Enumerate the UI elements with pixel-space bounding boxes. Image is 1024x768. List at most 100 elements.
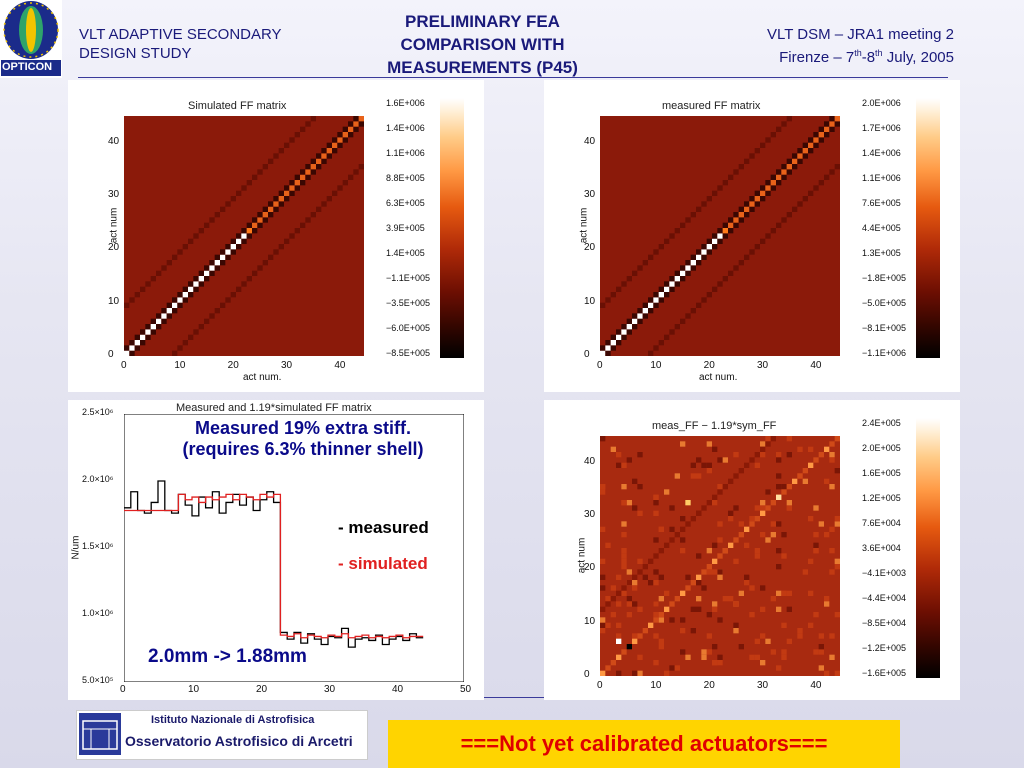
colorbar-tick-label: −3.5E+005 — [386, 298, 431, 308]
heatmap-cell — [834, 121, 840, 127]
heatmap-cell — [829, 484, 835, 490]
arcetri-emblem-icon — [79, 713, 121, 755]
heatmap-cell — [182, 340, 188, 346]
heatmap-cell — [760, 660, 766, 666]
heatmap-cell — [728, 510, 734, 516]
heatmap-cell — [161, 308, 167, 314]
overlay-line1: Measured 19% extra stiff. — [194, 418, 412, 438]
heatmap-cell — [701, 505, 707, 511]
heatmap-cell — [797, 633, 803, 639]
heatmap-cell — [626, 329, 632, 335]
heatmap-cell — [664, 334, 670, 340]
heatmap-cell — [712, 494, 718, 500]
colorbar-tick-label: 7.6E+005 — [862, 198, 901, 208]
heatmap-cell — [781, 590, 787, 596]
heatmap-cell — [637, 265, 643, 271]
page-title-line3: MEASUREMENTS (P45) — [387, 58, 578, 77]
colorbar-tick-label: −1.1E+005 — [386, 273, 431, 283]
heatmap-cell — [669, 286, 675, 292]
heatmap-cell — [728, 222, 734, 228]
heatmap-cell — [124, 345, 130, 351]
institute-line2: Osservatorio Astrofisico di Arcetri — [125, 733, 353, 749]
heatmap-cell — [690, 265, 696, 271]
heatmap-cell — [808, 558, 814, 564]
heatmap-cell — [813, 457, 819, 463]
heatmap-cell — [658, 244, 664, 250]
heatmap-cell — [252, 270, 258, 276]
heatmap-cell — [616, 654, 622, 660]
heatmap-cell — [177, 302, 183, 308]
heatmap-cell — [760, 452, 766, 458]
heatmap-cell — [786, 169, 792, 175]
heatmap-cell — [653, 345, 659, 351]
heatmap-cell — [600, 606, 606, 612]
heatmap-cell — [776, 590, 782, 596]
heatmap-cell — [653, 660, 659, 666]
heatmap-cell — [193, 286, 199, 292]
heatmap-cell — [664, 606, 670, 612]
heatmap-cell — [728, 270, 734, 276]
heatmap-cell — [246, 228, 252, 234]
heatmap-cell — [728, 596, 734, 602]
heatmap-cell — [808, 142, 814, 148]
heatmap-cell — [829, 169, 835, 175]
heatmap-cell — [717, 574, 723, 580]
heatmap-cell — [600, 436, 606, 442]
heatmap-cell — [829, 633, 835, 639]
heatmap-cell — [781, 174, 787, 180]
heatmap-cell — [744, 526, 750, 532]
heatmap-cell — [156, 324, 162, 330]
x-tick-label: 0 — [597, 360, 603, 371]
simulated-heatmap — [124, 116, 364, 356]
stiffness-ylabel: N/um — [70, 535, 82, 560]
heatmap-cell — [770, 532, 776, 538]
heatmap-cell — [637, 318, 643, 324]
heatmap-cell — [610, 334, 616, 340]
heatmap-cell — [680, 590, 686, 596]
heatmap-cell — [310, 212, 316, 218]
heatmap-cell — [829, 121, 835, 127]
heatmap-cell — [669, 665, 675, 671]
heatmap-cell — [824, 478, 830, 484]
heatmap-cell — [348, 174, 354, 180]
heatmap-cell — [273, 196, 279, 202]
heatmap-cell — [632, 318, 638, 324]
y-tick-label: 40 — [108, 135, 120, 147]
heatmap-cell — [610, 660, 616, 666]
heatmap-cell — [610, 345, 616, 351]
heatmap-cell — [685, 654, 691, 660]
heatmap-cell — [648, 350, 654, 356]
heatmap-cell — [140, 286, 146, 292]
stiffness-plot-svg — [124, 414, 464, 682]
logo-text: OPTICON — [2, 61, 53, 73]
heatmap-cell — [760, 446, 766, 452]
heatmap-cell — [685, 500, 691, 506]
opticon-logo: OPTICON — [0, 0, 62, 78]
colorbar-tick-label: −6.0E+005 — [386, 323, 431, 333]
heatmap-cell — [685, 217, 691, 223]
y-tick-label: 10 — [584, 295, 596, 307]
heatmap-cell — [701, 201, 707, 207]
heatmap-cell — [236, 244, 242, 250]
heatmap-cell — [193, 233, 199, 239]
heatmap-cell — [781, 654, 787, 660]
heatmap-cell — [257, 217, 263, 223]
heatmap-cell — [802, 569, 808, 575]
heatmap-cell — [632, 580, 638, 586]
heatmap-cell — [818, 180, 824, 186]
heatmap-cell — [150, 329, 156, 335]
x-tick-label: 30 — [324, 684, 336, 695]
difference-matrix-panel: meas_FF − 1.19*sym_FF act num 0 10 20 30 40 0… — [544, 400, 960, 700]
overlay-extra-stiff: Measured 19% extra stiff. (requires 6.3%… — [128, 418, 478, 460]
x-tick-label: 40 — [810, 360, 822, 371]
heatmap-cell — [690, 606, 696, 612]
heatmap-cell — [706, 238, 712, 244]
heatmap-cell — [658, 574, 664, 580]
x-tick-label: 20 — [256, 684, 268, 695]
heatmap-cell — [696, 249, 702, 255]
heatmap-cell — [348, 126, 354, 132]
heatmap-cell — [653, 569, 659, 575]
heatmap-cell — [786, 158, 792, 164]
heatmap-cell — [198, 276, 204, 282]
heatmap-cell — [754, 190, 760, 196]
